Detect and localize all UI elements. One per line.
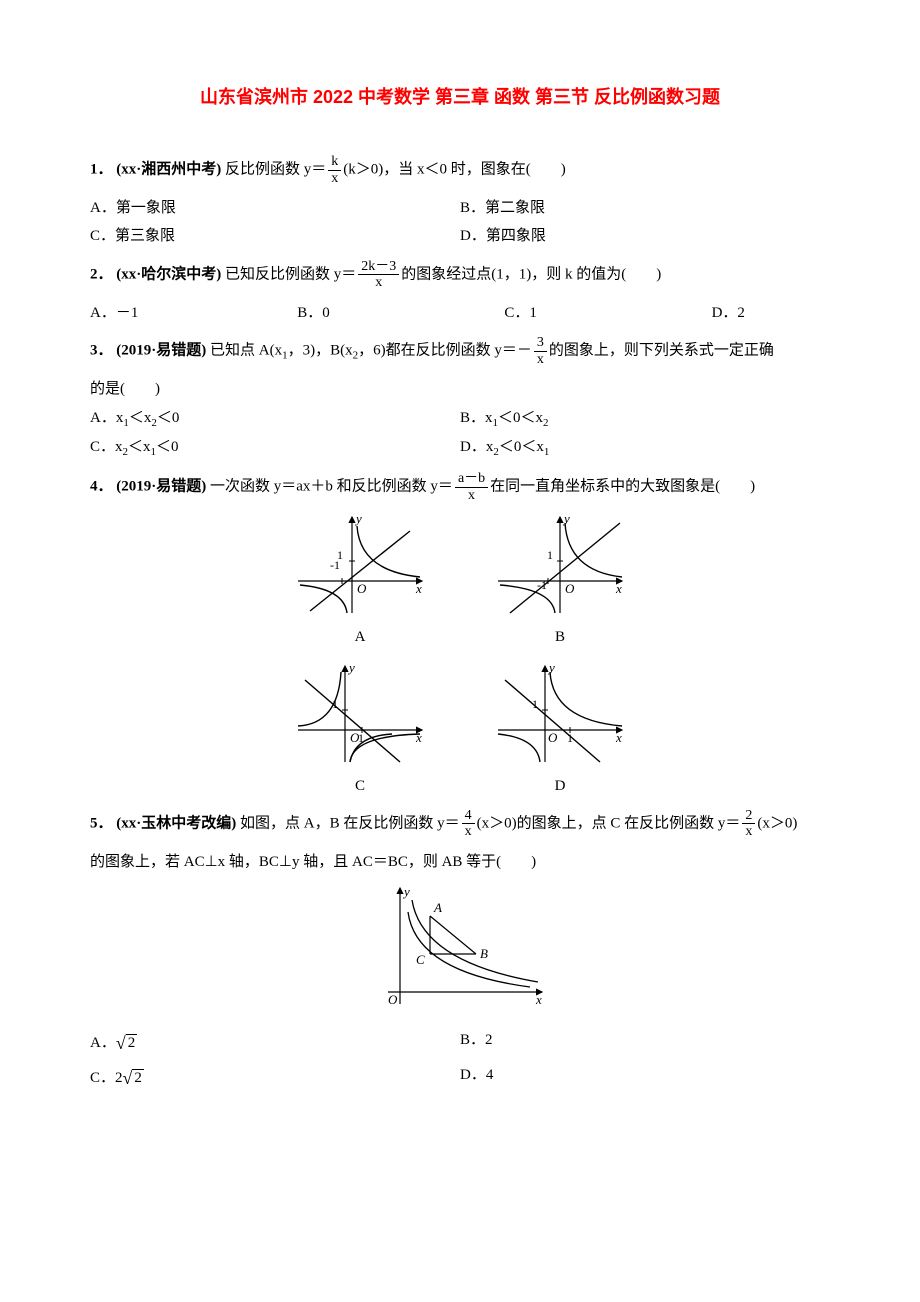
q1-text-a: 反比例函数 y＝ [225,162,326,178]
q2-fraction: 2k－3x [356,259,401,291]
q1-options-row1: A．第一象限 B．第二象限 [90,194,830,223]
svg-text:y: y [562,511,570,526]
q2-text-a: 已知反比例函数 y＝ [225,266,356,282]
svg-text:C: C [416,952,425,967]
svg-text:x: x [535,992,542,1007]
q1-text-b: (k＞0)，当 x＜0 时，图象在( ) [343,162,565,178]
svg-text:y: y [354,511,362,526]
q3-option-b: B．x1＜0＜x2 [460,404,830,434]
question-5: 5． (xx·玉林中考改编) 如图，点 A，B 在反比例函数 y＝4x(x＞0)… [90,808,830,840]
q1-option-c: C．第三象限 [90,222,460,251]
q3-fraction: 3x [532,335,549,367]
q4-graphs-row2: y x O 1 1 C y x O 1 1 [90,660,830,801]
question-3: 3． (2019·易错题) 已知点 A(x1，3)，B(x2，6)都在反比例函数… [90,335,830,367]
svg-text:1: 1 [547,548,553,562]
q1-number: 1． [90,162,113,178]
q2-source: (xx·哈尔滨中考) [116,266,221,282]
q5-options-row1: A．√2 B．2 [90,1026,830,1060]
svg-text:x: x [615,581,622,596]
q4-graph-c: y x O 1 1 C [290,660,430,801]
q5-text-a: 如图，点 A，B 在反比例函数 y＝ [240,815,460,831]
q3-text-e: 的是( ) [90,375,830,404]
question-4: 4． (2019·易错题) 一次函数 y＝ax＋b 和反比例函数 y＝a－bx在… [90,471,830,503]
svg-text:x: x [415,730,422,745]
svg-text:O: O [565,581,575,596]
q1-option-a: A．第一象限 [90,194,460,223]
q3-text-a: 已知点 A(x [210,343,282,359]
q5-text-d: 的图象上，若 AC⊥x 轴，BC⊥y 轴，且 AC＝BC，则 AB 等于( ) [90,848,830,877]
svg-text:O: O [357,581,367,596]
q1-option-d: D．第四象限 [460,222,830,251]
q3-source: (2019·易错题) [116,343,206,359]
question-1: 1． (xx·湘西州中考) 反比例函数 y＝kx(k＞0)，当 x＜0 时，图象… [90,154,830,186]
q4-label-d: D [490,772,630,801]
q2-text-b: 的图象经过点(1，1)，则 k 的值为( ) [401,266,661,282]
q4-label-c: C [290,772,430,801]
q4-fraction: a－bx [453,471,490,503]
q3-options-row1: A．x1＜x2＜0 B．x1＜0＜x2 [90,404,830,434]
q5-figure: y x O A B C [90,882,830,1012]
q3-options-row2: C．x2＜x1＜0 D．x2＜0＜x1 [90,433,830,463]
q5-option-a: A．√2 [90,1026,460,1060]
q3-option-a: A．x1＜x2＜0 [90,404,460,434]
q5-option-b: B．2 [460,1026,830,1060]
q4-source: (2019·易错题) [116,479,206,495]
q2-option-b: B．0 [297,299,460,328]
q5-option-d: D．4 [460,1061,830,1095]
q3-option-c: C．x2＜x1＜0 [90,433,460,463]
q2-option-a: A．－1 [90,299,253,328]
q5-source: (xx·玉林中考改编) [116,815,236,831]
q4-graph-d: y x O 1 1 D [490,660,630,801]
q5-number: 5． [90,815,113,831]
q3-option-d: D．x2＜0＜x1 [460,433,830,463]
q5-fraction-1: 4x [460,808,477,840]
q4-graphs-row1: y x O -1 1 A y x O -1 1 [90,511,830,652]
svg-text:y: y [347,660,355,675]
q4-label-b: B [490,623,630,652]
q2-options: A．－1 B．0 C．1 D．2 [90,299,830,328]
svg-text:O: O [548,730,558,745]
q4-label-a: A [290,623,430,652]
q2-number: 2． [90,266,113,282]
svg-text:A: A [433,900,442,915]
q4-number: 4． [90,479,113,495]
svg-text:x: x [415,581,422,596]
q1-options-row2: C．第三象限 D．第四象限 [90,222,830,251]
svg-text:B: B [480,946,488,961]
q4-graph-b: y x O -1 1 B [490,511,630,652]
svg-text:y: y [402,884,410,899]
page-title: 山东省滨州市 2022 中考数学 第三章 函数 第三节 反比例函数习题 [90,80,830,114]
q4-text-b: 在同一直角坐标系中的大致图象是( ) [490,479,755,495]
q1-source: (xx·湘西州中考) [116,162,221,178]
q5-fraction-2: 2x [740,808,757,840]
svg-text:x: x [615,730,622,745]
svg-text:O: O [388,992,398,1007]
question-2: 2． (xx·哈尔滨中考) 已知反比例函数 y＝2k－3x的图象经过点(1，1)… [90,259,830,291]
q4-text-a: 一次函数 y＝ax＋b 和反比例函数 y＝ [210,479,453,495]
q4-graph-a: y x O -1 1 A [290,511,430,652]
svg-text:1: 1 [337,548,343,562]
q1-fraction: kx [326,154,343,186]
q2-option-c: C．1 [504,299,667,328]
q3-number: 3． [90,343,113,359]
q2-option-d: D．2 [712,299,875,328]
q5-option-c: C．2√2 [90,1061,460,1095]
svg-text:y: y [547,660,555,675]
q5-options-row2: C．2√2 D．4 [90,1061,830,1095]
q1-option-b: B．第二象限 [460,194,830,223]
